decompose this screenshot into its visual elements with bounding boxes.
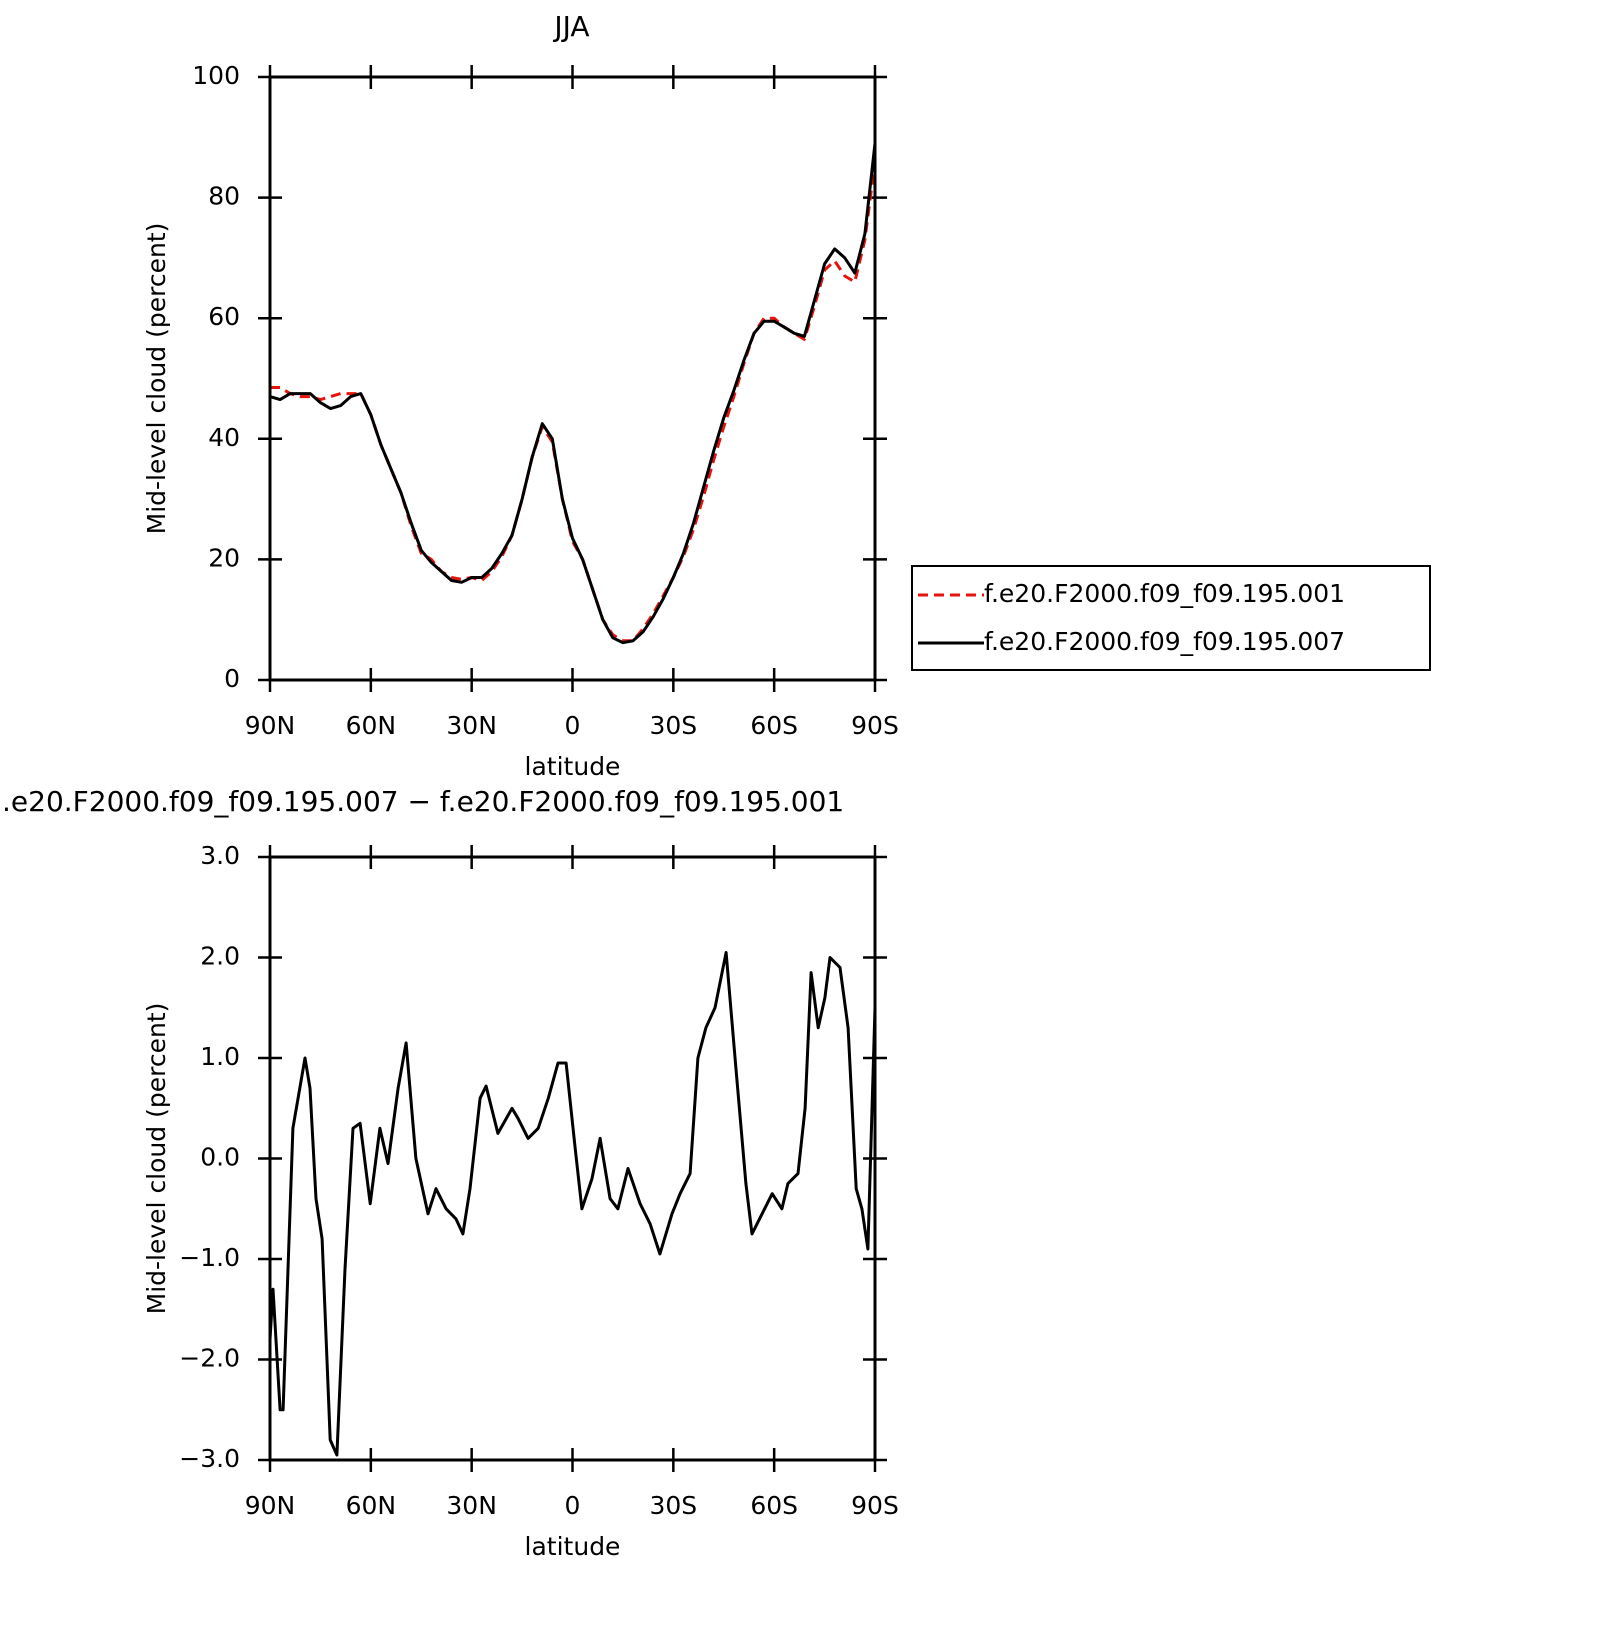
x-tick-label: 60N: [346, 1491, 397, 1520]
plot-frame: [268, 855, 877, 1462]
x-tick-label: 30N: [446, 711, 497, 740]
y-tick-label: 2.0: [200, 942, 240, 971]
y-axis-label: Mid-level cloud (percent): [142, 1003, 171, 1315]
y-tick-label: 1.0: [200, 1042, 240, 1071]
x-tick-label: 0: [565, 711, 581, 740]
legend-label: f.e20.F2000.f09_f09.195.007: [984, 627, 1345, 656]
y-tick-label: −3.0: [179, 1444, 240, 1473]
data-line: [269, 143, 877, 645]
y-tick-label: 20: [208, 543, 240, 572]
y-tick-label: −1.0: [179, 1243, 240, 1272]
x-tick-label: 60N: [346, 711, 397, 740]
legend-box: [911, 565, 1431, 671]
x-axis-label: latitude: [525, 1532, 621, 1561]
y-tick-label: 0: [224, 664, 240, 693]
y-tick-label: 0.0: [200, 1143, 240, 1172]
data-line: [270, 161, 877, 643]
x-tick-label: 0: [565, 1491, 581, 1520]
y-axis-label: Mid-level cloud (percent): [142, 223, 171, 535]
plot-frame: [268, 75, 877, 682]
x-tick-label: 90S: [851, 1491, 899, 1520]
data-line: [268, 951, 877, 1457]
y-tick-label: 3.0: [200, 841, 240, 870]
y-tick-label: 40: [208, 423, 240, 452]
x-axis-label: latitude: [525, 752, 621, 781]
y-tick-label: 80: [208, 182, 240, 211]
x-tick-label: 60S: [750, 711, 798, 740]
x-tick-label: 30S: [649, 1491, 697, 1520]
x-tick-label: 60S: [750, 1491, 798, 1520]
x-tick-label: 30S: [649, 711, 697, 740]
y-tick-label: −2.0: [179, 1344, 240, 1373]
chart-title: .e20.F2000.f09_f09.195.007 − f.e20.F2000…: [2, 785, 844, 818]
y-tick-label: 60: [208, 302, 240, 331]
chart-title: JJA: [552, 10, 589, 43]
x-tick-label: 30N: [446, 1491, 497, 1520]
legend-label: f.e20.F2000.f09_f09.195.001: [984, 579, 1345, 608]
x-tick-label: 90S: [851, 711, 899, 740]
y-tick-label: 100: [192, 61, 240, 90]
x-tick-label: 90N: [245, 1491, 296, 1520]
x-tick-label: 90N: [245, 711, 296, 740]
